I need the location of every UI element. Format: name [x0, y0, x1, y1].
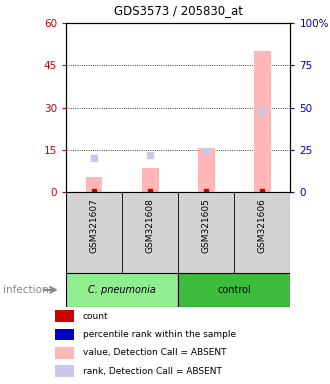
Text: GSM321606: GSM321606 — [258, 199, 267, 253]
Text: control: control — [217, 285, 251, 295]
Point — [148, 152, 153, 158]
Bar — [55, 365, 75, 377]
Point — [148, 188, 153, 194]
Text: infection: infection — [3, 285, 49, 295]
Point — [260, 108, 265, 114]
Point — [260, 188, 265, 194]
Bar — [55, 311, 75, 322]
Bar — [55, 347, 75, 359]
Text: count: count — [83, 312, 108, 321]
Point — [91, 188, 97, 194]
Text: GSM321607: GSM321607 — [89, 199, 99, 253]
Bar — [178, 273, 290, 307]
Point — [204, 188, 209, 194]
Bar — [66, 273, 178, 307]
Text: percentile rank within the sample: percentile rank within the sample — [83, 330, 236, 339]
Text: rank, Detection Call = ABSENT: rank, Detection Call = ABSENT — [83, 367, 222, 376]
Text: C. pneumonia: C. pneumonia — [88, 285, 156, 295]
Point — [204, 148, 209, 154]
Point — [91, 155, 97, 161]
Text: GSM321608: GSM321608 — [146, 199, 155, 253]
Bar — [142, 168, 158, 192]
Bar — [55, 329, 75, 340]
Bar — [254, 51, 271, 192]
Text: GSM321605: GSM321605 — [202, 199, 211, 253]
Bar — [85, 177, 102, 192]
Text: value, Detection Call = ABSENT: value, Detection Call = ABSENT — [83, 348, 226, 357]
Bar — [198, 148, 214, 192]
Text: GDS3573 / 205830_at: GDS3573 / 205830_at — [114, 4, 243, 17]
